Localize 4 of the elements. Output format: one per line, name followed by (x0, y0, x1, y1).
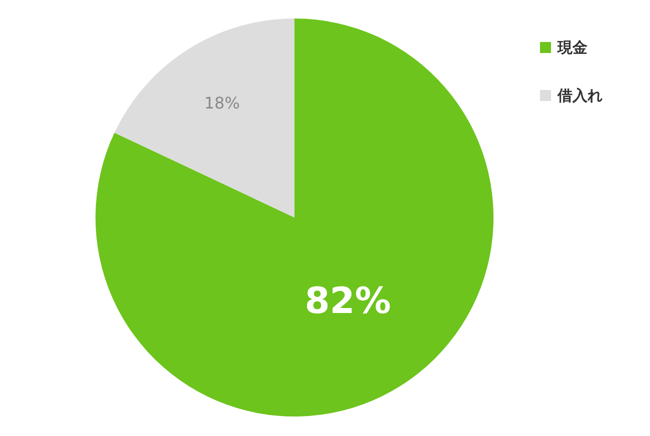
data-label: 82% (304, 281, 391, 322)
data-label: 18% (204, 94, 240, 113)
legend-label: 現金 (556, 38, 588, 56)
legend-label: 借入れ (556, 86, 602, 104)
